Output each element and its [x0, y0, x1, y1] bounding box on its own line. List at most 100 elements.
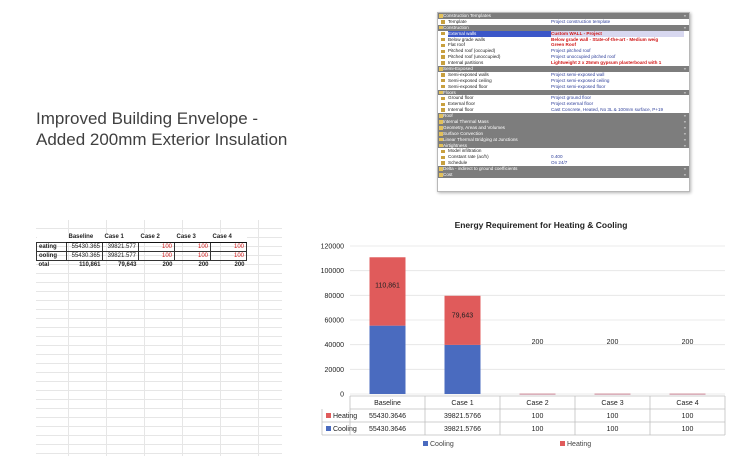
property-value[interactable]: Project semi-exposed wall	[551, 71, 605, 77]
property-value[interactable]: Project ground floor	[551, 95, 592, 101]
panel-section-header[interactable]: Floors »	[438, 89, 689, 96]
property-icon	[441, 49, 445, 54]
table-value: 55430.3646	[369, 413, 406, 420]
panel-section-header[interactable]: Roof »	[438, 113, 689, 120]
energy-chart-svg: Energy Requirement for Heating & Cooling…	[321, 220, 726, 448]
expand-chevron-icon[interactable]: »	[683, 172, 686, 178]
table-header-cell[interactable]: Case 4	[210, 233, 247, 243]
row-label-total[interactable]: otal	[38, 261, 50, 268]
table-cell[interactable]: 200	[198, 261, 209, 268]
table-header-cell[interactable]	[36, 233, 67, 242]
table-header-cell[interactable]: Case 1	[102, 233, 139, 243]
section-folder-icon	[439, 167, 443, 171]
legend-label-heating: Heating	[567, 441, 591, 448]
property-label: Constant rate (ac/h)	[448, 154, 489, 160]
panel-section-header[interactable]: Cost »	[438, 172, 689, 178]
row-label-cooling[interactable]: ooling	[36, 250, 67, 261]
x-category-label: Case 2	[526, 400, 548, 407]
expand-chevron-icon[interactable]: »	[683, 124, 686, 130]
expand-chevron-icon[interactable]: »	[683, 166, 686, 172]
table-cell[interactable]: 100	[210, 250, 247, 261]
table-cell[interactable]: 55430.365	[66, 250, 103, 261]
expand-chevron-icon[interactable]: »	[683, 113, 686, 119]
property-value[interactable]: Project construction template	[551, 18, 611, 24]
panel-property-row[interactable]: Schedule On 24/7	[438, 160, 689, 166]
table-cell[interactable]: 100	[138, 241, 175, 252]
table-cell[interactable]: 39821.577	[102, 241, 139, 252]
panel-property-row[interactable]: Below grade walls Below grade wall - Stat…	[438, 37, 689, 43]
panel-property-row[interactable]: External floor Project external floor	[438, 101, 689, 107]
table-header-cell[interactable]: Case 2	[138, 233, 175, 243]
panel-section-header[interactable]: Linear Thermal Bridging at Junctions »	[438, 136, 689, 143]
panel-property-row[interactable]: Pitched roof (unoccupied) Project unoccup…	[438, 54, 689, 60]
property-value[interactable]: Lightweight 2 x 25mm gypsum plasterboard…	[551, 60, 662, 66]
panel-property-row[interactable]: Semi-exposed ceiling Project semi-exposed…	[438, 78, 689, 84]
property-value[interactable]: Cast Concrete, Heated, No 3L & 100mm sur…	[551, 107, 664, 113]
panel-property-row[interactable]: Internal floor Cast Concrete, Heated, No …	[438, 107, 689, 113]
expand-chevron-icon[interactable]: »	[683, 142, 686, 148]
property-value[interactable]: On 24/7	[551, 160, 568, 166]
table-cell[interactable]: 100	[174, 250, 211, 261]
property-label: Construction	[443, 24, 469, 30]
table-value: 39821.5766	[444, 413, 481, 420]
panel-property-row[interactable]: Ground floor Project ground floor	[438, 95, 689, 101]
property-value[interactable]: Green Roof	[551, 42, 577, 48]
expand-chevron-icon[interactable]: »	[683, 89, 686, 95]
property-label: Schedule	[448, 160, 468, 166]
property-value[interactable]: Project unoccupied pitched roof	[551, 54, 616, 60]
spreadsheet-column-line	[144, 220, 145, 456]
property-label: Pitched roof (occupied)	[448, 48, 496, 54]
table-cell[interactable]: 200	[234, 261, 245, 268]
panel-section-header[interactable]: Internal Thermal Mass »	[438, 119, 689, 125]
property-value[interactable]: Project semi-exposed floor	[551, 83, 606, 89]
table-cell[interactable]: 100	[174, 241, 211, 252]
spreadsheet-column-line	[258, 220, 259, 456]
table-cell[interactable]: 100	[138, 250, 175, 261]
panel-property-row[interactable]: Semi-exposed walls Project semi-exposed w…	[438, 72, 689, 78]
property-label: Cost	[443, 172, 453, 178]
expand-chevron-icon[interactable]: »	[683, 66, 686, 72]
expand-chevron-icon[interactable]: »	[683, 136, 686, 142]
panel-property-row[interactable]: Semi-exposed floor Project semi-exposed f…	[438, 84, 689, 90]
panel-property-row[interactable]: Flat roof Green Roof	[438, 42, 689, 48]
table-value: 100	[682, 413, 694, 420]
table-header-cell[interactable]: Baseline	[66, 233, 103, 243]
panel-property-row[interactable]: Internal partitions Lightweight 2 x 25mm …	[438, 60, 689, 66]
panel-section-header[interactable]: Construction Templates »	[438, 13, 689, 19]
table-cell[interactable]: 110,861	[79, 261, 101, 268]
property-value[interactable]: Below grade wall - State-of-the-art - Me…	[551, 36, 659, 42]
table-cell[interactable]: 200	[162, 261, 173, 268]
panel-property-row[interactable]: Constant rate (ac/h) 0.400	[438, 154, 689, 160]
panel-section-header[interactable]: Surface Convection »	[438, 130, 689, 137]
expand-chevron-icon[interactable]: »	[683, 130, 686, 136]
table-cell[interactable]: 39821.577	[102, 250, 139, 261]
panel-section-header[interactable]: Delta - indirect to ground coefficients »	[438, 166, 689, 173]
property-value[interactable]: Custom WALL - Project	[551, 30, 684, 37]
table-header-cell[interactable]: Case 3	[174, 233, 211, 243]
expand-chevron-icon[interactable]: »	[683, 24, 686, 30]
table-cell[interactable]: 100	[210, 241, 247, 252]
row-label-heating[interactable]: eating	[36, 241, 67, 252]
property-icon	[441, 73, 445, 77]
panel-section-header[interactable]: Geometry, Areas and Volumes »	[438, 124, 689, 131]
property-value[interactable]: Project pitched roof	[551, 48, 591, 54]
panel-property-row[interactable]: External walls Custom WALL - Project	[438, 30, 689, 37]
table-cell[interactable]: 79,643	[118, 261, 137, 268]
property-icon	[441, 61, 445, 65]
panel-property-row[interactable]: Model infiltration	[438, 148, 689, 154]
property-icon	[441, 37, 445, 42]
expand-chevron-icon[interactable]: »	[683, 13, 686, 18]
panel-property-row[interactable]: Pitched roof (occupied) Project pitched r…	[438, 48, 689, 54]
expand-chevron-icon[interactable]: »	[683, 119, 686, 125]
property-value[interactable]: Project external floor	[551, 101, 594, 107]
property-label: Surface Convection	[443, 130, 484, 136]
panel-section-header[interactable]: Construction »	[438, 24, 689, 31]
property-value[interactable]: 0.400	[551, 154, 563, 160]
panel-section-header[interactable]: Semi-Exposed »	[438, 66, 689, 72]
table-cell[interactable]: 55430.365	[66, 241, 103, 252]
panel-section-header[interactable]: Airtightness »	[438, 142, 689, 149]
section-folder-icon	[439, 137, 443, 142]
energy-chart[interactable]: Energy Requirement for Heating & Cooling…	[300, 212, 730, 458]
property-value[interactable]: Project semi-exposed ceiling	[551, 77, 610, 83]
panel-property-row[interactable]: Template Project construction template	[438, 19, 689, 25]
